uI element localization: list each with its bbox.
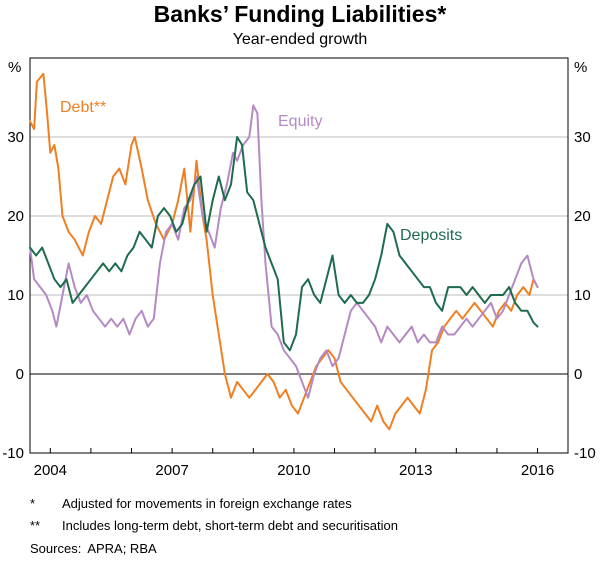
- y-tick-label-right-0: -10: [574, 445, 596, 462]
- y-tick-labels: -10 -10 0 0 10 10 20 20 30 30: [2, 129, 595, 462]
- x-tick-label-2: 2010: [277, 462, 310, 479]
- y-tick-label-right-1: 0: [574, 366, 582, 383]
- footnote-1: * Adjusted for movements in foreign excha…: [30, 496, 352, 512]
- y-tick-label-left-0: -10: [2, 445, 24, 462]
- footnote-2: ** Includes long-term debt, short-term de…: [30, 518, 398, 534]
- y-tick-label-left-1: 0: [16, 366, 24, 383]
- y-tick-label-right-2: 10: [574, 287, 591, 304]
- label-equity: Equity: [278, 113, 322, 130]
- sources-label: Sources:: [30, 541, 82, 556]
- sources-text: APRA; RBA: [87, 541, 157, 556]
- series-line-deposits: [29, 136, 539, 352]
- y-tick-label-right-4: 30: [574, 129, 591, 146]
- gridlines: [30, 136, 568, 375]
- y-unit-right: %: [574, 59, 587, 76]
- y-tick-label-right-3: 20: [574, 208, 591, 225]
- x-tick-label-3: 2013: [399, 462, 432, 479]
- chart-subtitle: Year-ended growth: [232, 31, 368, 48]
- label-debt: Debt**: [60, 99, 106, 116]
- chart-svg: -10 -10 0 0 10 10 20 20 30 30 2004 2007 2010 2013 201…: [2, 57, 596, 479]
- series-line-equity: [29, 104, 539, 399]
- sources: Sources: APRA; RBA: [30, 541, 163, 557]
- series-line-debt: [29, 72, 539, 431]
- chart-title: Banks’ Funding Liabilities*: [153, 1, 447, 27]
- footnote-2-text: Includes long-term debt, short-term debt…: [62, 518, 399, 533]
- y-tick-label-left-2: 10: [7, 287, 24, 304]
- footnote-1-mark: *: [30, 496, 36, 511]
- y-unit-left: %: [8, 59, 21, 76]
- label-deposits: Deposits: [400, 227, 462, 244]
- axis-ticks: [49, 448, 539, 453]
- x-tick-labels: 2004 2007 2010 2013 2016: [34, 462, 555, 479]
- plot-frame: [29, 57, 569, 454]
- series-lines: [29, 72, 539, 431]
- y-tick-label-left-3: 20: [7, 208, 24, 225]
- footnote-1-text: Adjusted for movements in foreign exchan…: [62, 496, 352, 511]
- x-tick-label-1: 2007: [155, 462, 188, 479]
- footnote-2-mark: **: [30, 518, 41, 533]
- y-tick-label-left-4: 30: [7, 129, 24, 146]
- x-tick-label-0: 2004: [34, 462, 67, 479]
- x-tick-label-4: 2016: [521, 462, 554, 479]
